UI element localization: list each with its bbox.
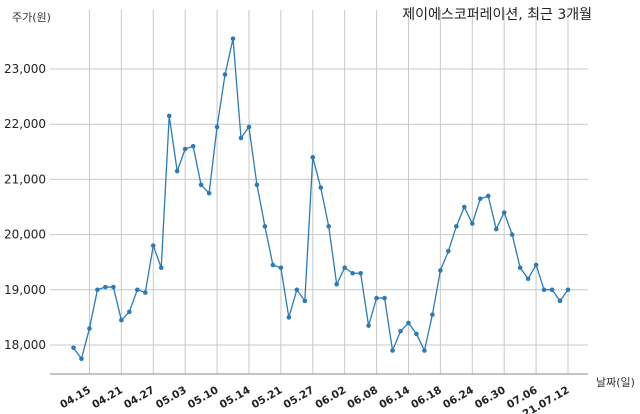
y-tick-label: 19,000	[4, 283, 46, 297]
data-point	[398, 328, 403, 334]
data-point	[557, 298, 563, 304]
data-point	[238, 135, 244, 141]
data-point	[493, 226, 499, 232]
data-point	[525, 276, 531, 282]
data-point	[406, 320, 411, 326]
data-point	[390, 348, 395, 353]
data-point	[414, 331, 419, 337]
data-point	[135, 287, 140, 293]
data-point	[270, 262, 276, 268]
x-tick-label: 05.03	[154, 384, 189, 411]
grid-lines	[50, 10, 588, 374]
data-point	[230, 36, 236, 41]
data-point	[190, 143, 196, 149]
data-point	[342, 265, 347, 271]
data-point	[278, 265, 284, 271]
data-point	[422, 348, 427, 353]
data-point	[350, 270, 355, 276]
data-point	[119, 317, 124, 323]
data-point	[166, 113, 172, 119]
price-series-line	[72, 38, 569, 361]
data-point	[517, 265, 523, 271]
data-point	[310, 155, 316, 160]
data-point	[318, 185, 324, 190]
data-point	[334, 281, 340, 287]
data-point	[374, 295, 379, 301]
data-point	[142, 290, 148, 295]
data-point	[87, 326, 92, 331]
data-point	[158, 265, 164, 271]
data-point	[294, 287, 300, 293]
data-point	[565, 287, 571, 293]
x-tick-label: 04.21	[90, 384, 125, 411]
data-point	[446, 248, 451, 254]
data-point	[206, 190, 212, 196]
x-tick-labels: 04.1504.2104.2705.0305.1005.1405.2105.27…	[58, 384, 571, 414]
data-point	[198, 182, 204, 188]
data-point	[454, 224, 459, 229]
data-point	[477, 196, 483, 202]
data-point	[501, 210, 507, 215]
y-tick-label: 23,000	[4, 62, 46, 76]
data-point	[174, 168, 180, 174]
x-tick-label: 06.08	[345, 384, 380, 411]
chart-title: 제이에스코퍼레이션, 최근 3개월	[402, 7, 592, 23]
y-tick-label: 18,000	[4, 338, 46, 352]
data-point	[182, 146, 188, 152]
x-tick-label: 05.14	[218, 384, 253, 411]
data-point	[150, 243, 156, 248]
data-point	[549, 287, 555, 293]
data-point	[541, 287, 547, 293]
y-axis-label: 주가(원)	[12, 11, 51, 24]
x-tick-label: 06.24	[441, 384, 476, 411]
data-point	[326, 224, 332, 229]
data-point	[430, 312, 435, 317]
data-point	[254, 182, 260, 188]
data-point	[533, 262, 539, 268]
price-points	[71, 36, 571, 362]
x-tick-label: 05.27	[282, 384, 317, 411]
x-tick-label: 06.18	[409, 384, 444, 411]
data-point	[79, 356, 84, 362]
data-point	[111, 284, 116, 290]
data-point	[95, 287, 100, 293]
y-tick-label: 22,000	[4, 117, 46, 131]
data-point	[246, 124, 252, 130]
data-point	[222, 72, 228, 77]
data-point	[103, 284, 108, 290]
data-point	[485, 193, 491, 199]
x-tick-label: 06.14	[377, 384, 412, 411]
x-tick-label: 04.15	[58, 384, 93, 411]
x-axis-label: 날짜(일)	[596, 375, 635, 389]
x-tick-label: 06.02	[313, 384, 348, 411]
data-point	[462, 204, 467, 210]
y-tick-labels: 18,000 19,000 20,000 21,000 22,000 23,000	[4, 62, 46, 352]
data-point	[262, 224, 268, 229]
data-point	[214, 124, 220, 130]
x-tick-label: 05.10	[186, 384, 221, 411]
data-point	[71, 345, 76, 351]
data-point	[127, 309, 132, 315]
data-point	[469, 221, 475, 226]
x-tick-label: 06.30	[473, 384, 508, 411]
y-tick-label: 21,000	[4, 172, 46, 186]
data-point	[286, 315, 292, 320]
data-point	[438, 268, 443, 273]
data-point	[509, 232, 515, 237]
x-tick-label: 04.27	[122, 384, 157, 411]
data-point	[302, 298, 308, 304]
data-point	[358, 270, 363, 276]
data-point	[366, 323, 371, 328]
y-tick-label: 20,000	[4, 228, 46, 242]
x-tick-label: 05.21	[250, 384, 285, 411]
data-point	[382, 295, 387, 301]
